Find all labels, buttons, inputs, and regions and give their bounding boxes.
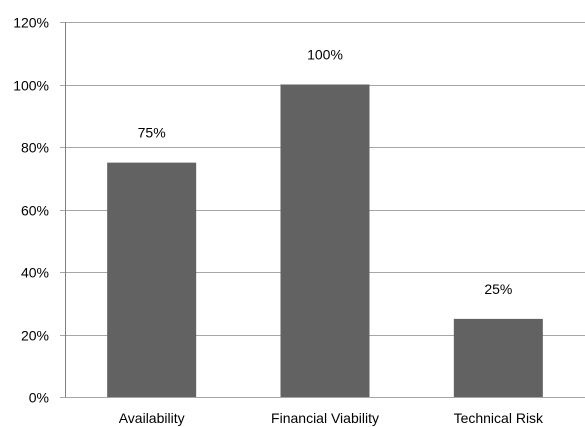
y-tick-label: 120%	[13, 15, 49, 31]
y-tick-label: 60%	[21, 203, 49, 219]
bar	[280, 84, 370, 397]
data-label: 75%	[138, 125, 166, 141]
bars-layer	[107, 84, 543, 397]
data-label: 100%	[307, 47, 343, 63]
y-tick-label: 100%	[13, 78, 49, 94]
data-label: 25%	[484, 281, 512, 297]
y-tick-label: 40%	[21, 265, 49, 281]
bar	[107, 162, 197, 397]
labels-layer: 0% 20% 40% 60% 80% 100% 120% 75% Availability 100…	[13, 15, 544, 427]
x-category-label: Technical Risk	[454, 410, 544, 426]
x-category-label: Availability	[119, 410, 185, 426]
y-tick-label: 80%	[21, 140, 49, 156]
y-tick-label: 20%	[21, 328, 49, 344]
bar	[453, 318, 543, 397]
x-category-label: Financial Viability	[271, 410, 379, 426]
y-tick-label: 0%	[29, 390, 49, 406]
